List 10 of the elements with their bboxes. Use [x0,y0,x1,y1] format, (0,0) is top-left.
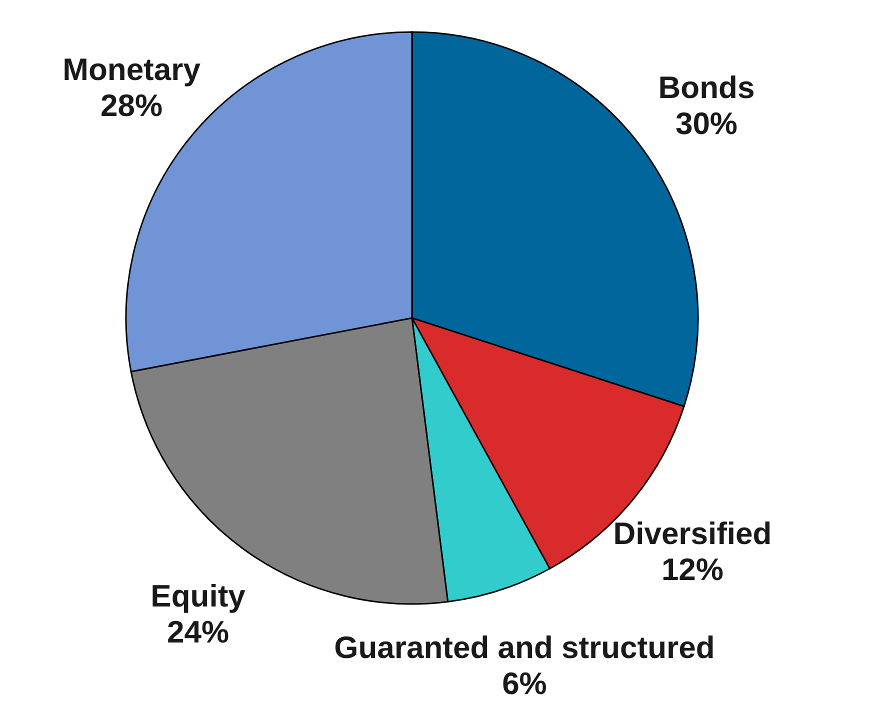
data-label: 28% [100,88,163,123]
data-label: 24% [167,614,230,650]
slice-label: Equity [150,578,246,614]
slice-label: Bonds [658,70,755,106]
data-label: 30% [675,106,738,142]
slice-label: Monetary [62,52,202,87]
slice-label: Diversified [613,516,772,552]
slice-label: Guaranted and structured [334,630,715,666]
data-label: 12% [661,552,724,588]
data-label: 6% [502,666,547,702]
